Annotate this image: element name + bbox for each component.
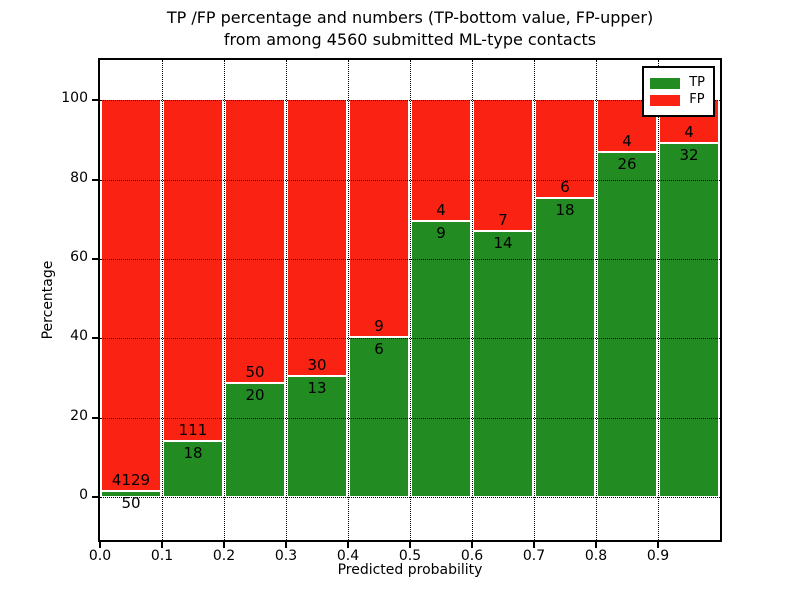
fp-count-label: 6 <box>560 178 570 197</box>
fp-bar-segment <box>162 100 224 442</box>
fp-count-label: 111 <box>178 420 208 439</box>
x-tick-label: 0.4 <box>336 548 360 564</box>
fp-count-label: 50 <box>245 362 265 381</box>
y-tickmark <box>92 496 98 499</box>
tp-count-label: 50 <box>121 494 141 513</box>
y-tick-label: 60 <box>70 248 88 265</box>
tp-count-label: 18 <box>183 443 203 462</box>
x-tickmark <box>533 542 535 548</box>
fp-legend-swatch <box>650 94 681 106</box>
x-tickmark <box>471 542 473 548</box>
x-gridline <box>224 60 225 540</box>
x-tick-label: 0.3 <box>274 548 298 564</box>
legend-entry-fp: FP <box>650 93 705 107</box>
y-tick-label: 80 <box>70 169 88 186</box>
fp-bar-segment <box>100 100 162 493</box>
tp-count-label: 13 <box>307 379 327 398</box>
x-tickmark <box>99 542 101 548</box>
tp-legend-swatch <box>650 77 681 89</box>
fp-bar-segment <box>534 100 596 200</box>
chart-title-line2: from among 4560 submitted ML-type contac… <box>223 30 597 49</box>
x-tickmark <box>595 542 597 548</box>
tp-bar-segment <box>658 144 720 498</box>
tp-count-label: 14 <box>493 234 513 253</box>
y-tickmark <box>92 337 98 340</box>
legend-entry-tp: TP <box>650 76 705 90</box>
x-tickmark <box>223 542 225 548</box>
tp-bar-segment <box>410 222 472 498</box>
tp-bar-segment <box>224 383 286 498</box>
tp-count-label: 26 <box>617 155 637 174</box>
tp-legend-label: TP <box>689 75 705 90</box>
tp-bar-segment <box>162 441 224 498</box>
x-tick-label: 0.2 <box>212 548 236 564</box>
tp-bar-segment <box>100 492 162 498</box>
fp-bar-segment <box>348 100 410 339</box>
fp-count-label: 7 <box>498 211 508 230</box>
y-tick-label: 100 <box>61 90 88 107</box>
x-gridline <box>286 60 287 540</box>
tp-count-label: 20 <box>245 385 265 404</box>
x-gridline <box>162 60 163 540</box>
tp-count-label: 18 <box>555 201 575 220</box>
x-tick-label: 0.5 <box>398 548 422 564</box>
plot-area: 0 20 40 60 80 100 0.0 0.1 0.2 0.3 0.4 0.5 0.6 0.7 0.8 0… <box>61 58 722 564</box>
tp-bar-segment <box>286 377 348 498</box>
x-tickmark <box>409 542 411 548</box>
y-tickmark <box>92 257 98 260</box>
x-gridline <box>410 60 411 540</box>
x-tick-label: 0.0 <box>88 548 112 564</box>
x-tick-label: 0.8 <box>584 548 608 564</box>
y-tick-label: 20 <box>70 407 88 424</box>
y-tickmark <box>92 99 98 102</box>
tp-bar-segment <box>534 199 596 498</box>
x-tickmark <box>285 542 287 548</box>
x-tickmark <box>657 542 659 548</box>
fp-count-label: 9 <box>374 317 384 336</box>
chart-title: TP /FP percentage and numbers (TP-bottom… <box>100 7 720 51</box>
x-tickmark <box>347 542 349 548</box>
x-tick-label: 0.6 <box>460 548 484 564</box>
y-tick-label: 0 <box>79 487 88 504</box>
chart-title-line1: TP /FP percentage and numbers (TP-bottom… <box>166 8 654 27</box>
y-tickmark <box>92 416 98 419</box>
x-tickmark <box>161 542 163 548</box>
x-tick-label: 0.9 <box>646 548 670 564</box>
fp-count-label: 4129 <box>111 471 151 490</box>
x-axis-label: Predicted probability <box>337 562 483 578</box>
x-gridline <box>472 60 473 540</box>
fp-count-label: 4 <box>436 201 446 220</box>
y-tick-label: 40 <box>70 328 88 345</box>
tp-count-label: 32 <box>679 146 699 165</box>
fp-bar-segment <box>472 100 534 233</box>
x-gridline <box>534 60 535 540</box>
fp-count-label: 4 <box>684 123 694 142</box>
x-tick-label: 0.1 <box>150 548 174 564</box>
tp-bar-segment <box>596 153 658 498</box>
y-tickmark <box>92 178 98 181</box>
tp-bar-segment <box>472 232 534 498</box>
fp-legend-label: FP <box>689 92 705 107</box>
tp-count-label: 6 <box>374 340 384 359</box>
fp-count-label: 4 <box>622 132 632 151</box>
fp-bar-segment <box>410 100 472 223</box>
fp-bar-segment <box>224 100 286 384</box>
legend: TP FP <box>642 66 715 117</box>
fp-count-label: 30 <box>307 356 327 375</box>
x-tick-label: 0.7 <box>522 548 546 564</box>
x-gridline <box>658 60 659 540</box>
fp-bar-segment <box>286 100 348 378</box>
x-gridline <box>348 60 349 540</box>
tp-count-label: 9 <box>436 224 446 243</box>
x-gridline <box>596 60 597 540</box>
